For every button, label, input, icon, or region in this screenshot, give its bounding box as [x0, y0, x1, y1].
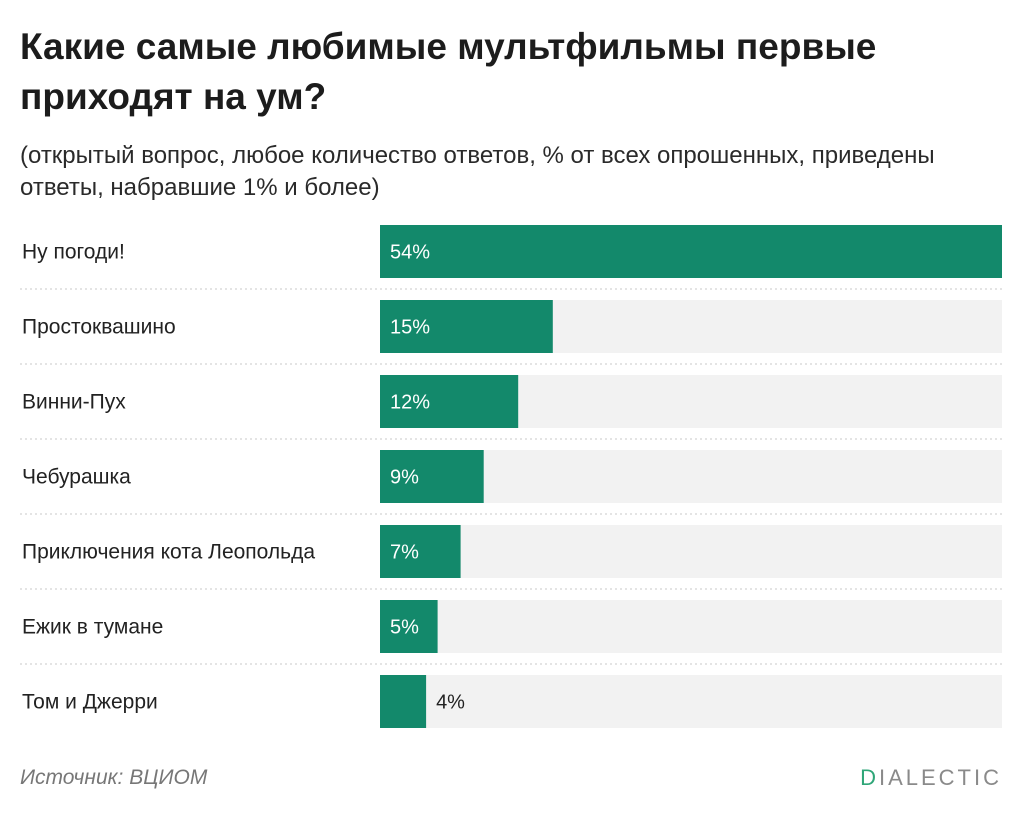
- category-label: Ну погоди!: [22, 241, 125, 264]
- bar-track: [380, 675, 1002, 728]
- chart-subtitle: (открытый вопрос, любое количество ответ…: [20, 142, 935, 201]
- category-label: Том и Джерри: [22, 691, 158, 714]
- data-label: 12%: [390, 392, 430, 414]
- data-label: 9%: [390, 467, 419, 489]
- bar: [380, 450, 484, 503]
- data-label: 5%: [390, 617, 419, 639]
- bar: [380, 525, 461, 578]
- source-note: Источник: ВЦИОМ: [20, 766, 208, 789]
- bar: [380, 225, 1002, 278]
- chart-title: Какие самые любимые мультфильмы первые п…: [20, 26, 877, 117]
- data-label: 15%: [390, 317, 430, 339]
- data-label: 4%: [436, 692, 465, 714]
- data-label: 54%: [390, 242, 430, 264]
- category-label: Винни-Пух: [22, 391, 126, 414]
- category-label: Простоквашино: [22, 316, 176, 339]
- bar: [380, 675, 427, 728]
- category-label: Ежик в тумане: [22, 616, 163, 639]
- brand-logo-rest: IALECTIC: [878, 765, 1002, 790]
- brand-logo: DIALECTIC: [860, 765, 1002, 791]
- bar-track: [380, 600, 1002, 653]
- bar: [380, 375, 519, 428]
- bar: [380, 600, 438, 653]
- bar-track: [380, 525, 1002, 578]
- data-label: 7%: [390, 542, 419, 564]
- bar: [380, 300, 553, 353]
- category-label: Приключения кота Леопольда: [22, 541, 315, 564]
- category-label: Чебурашка: [22, 466, 131, 489]
- brand-logo-accent: D: [860, 765, 879, 790]
